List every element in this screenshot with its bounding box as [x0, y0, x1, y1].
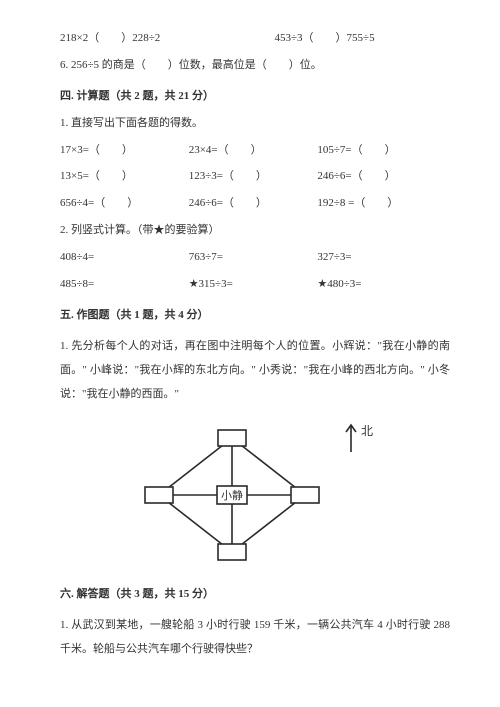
sec4-q1: 1. 直接写出下面各题的得数。: [60, 113, 450, 134]
expr: ★480÷3=: [317, 274, 446, 295]
north-arrow-icon: [341, 420, 361, 456]
expr: 246÷6=（ ）: [189, 193, 318, 214]
expr: 246÷6=（ ）: [317, 166, 446, 187]
question-6: 6. 256÷5 的商是（ ）位数，最高位是（ ）位。: [60, 55, 450, 76]
expr: 17×3=（ ）: [60, 140, 189, 161]
expr: 105÷7=（ ）: [317, 140, 446, 161]
section-6-title: 六. 解答题（共 3 题，共 15 分）: [60, 584, 450, 605]
expr: ★315÷3=: [189, 274, 318, 295]
diagram-svg: 小静: [137, 420, 327, 570]
expr: 485÷8=: [60, 274, 189, 295]
expr: 218×2（ ）228÷2: [60, 28, 275, 49]
expr: 656÷4=（ ）: [60, 193, 189, 214]
sec5-q1: 1. 先分析每个人的对话，再在图中注明每个人的位置。小辉说："我在小静的南面。"…: [60, 334, 450, 407]
calc-row: 17×3=（ ） 23×4=（ ） 105÷7=（ ）: [60, 140, 450, 161]
expr: 192÷8 =（ ）: [317, 193, 446, 214]
section-5-title: 五. 作图题（共 1 题，共 4 分）: [60, 305, 450, 326]
calc-row: 13×5=（ ） 123÷3=（ ） 246÷6=（ ）: [60, 166, 450, 187]
expr: 453÷3（ ）755÷5: [275, 28, 375, 49]
expr: 763÷7=: [189, 247, 318, 268]
top-row-1: 218×2（ ）228÷2 453÷3（ ）755÷5: [60, 28, 450, 49]
calc-row: 408÷4= 763÷7= 327÷3=: [60, 247, 450, 268]
expr: 123÷3=（ ）: [189, 166, 318, 187]
section-4-title: 四. 计算题（共 2 题，共 21 分）: [60, 86, 450, 107]
expr: 408÷4=: [60, 247, 189, 268]
calc-row: 485÷8= ★315÷3= ★480÷3=: [60, 274, 450, 295]
expr: 23×4=（ ）: [189, 140, 318, 161]
svg-text:小静: 小静: [221, 488, 243, 502]
position-diagram: 小静 北: [60, 420, 450, 570]
expr: 13×5=（ ）: [60, 166, 189, 187]
sec4-q2: 2. 列竖式计算。（带★的要验算）: [60, 220, 450, 241]
north-label: 北: [361, 420, 373, 443]
calc-row: 656÷4=（ ） 246÷6=（ ） 192÷8 =（ ）: [60, 193, 450, 214]
sec6-q1: 1. 从武汉到某地，一艘轮船 3 小时行驶 159 千米，一辆公共汽车 4 小时…: [60, 613, 450, 661]
expr: 327÷3=: [317, 247, 446, 268]
north-indicator: 北: [341, 420, 373, 443]
